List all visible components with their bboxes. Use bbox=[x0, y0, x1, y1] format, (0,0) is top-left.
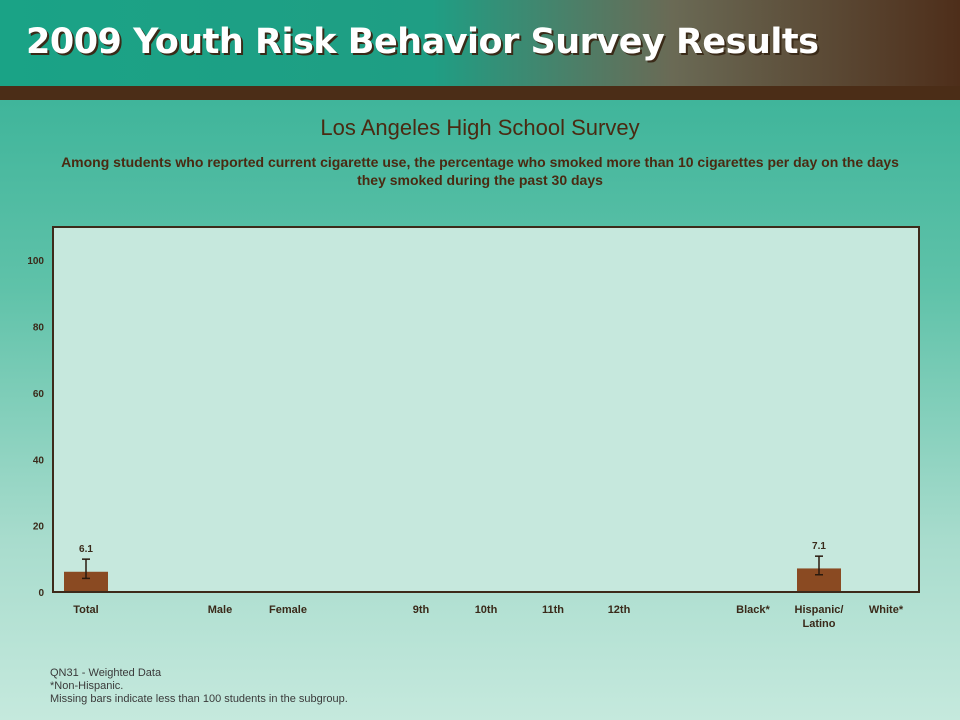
footnote-weighted: QN31 - Weighted Data bbox=[50, 667, 162, 679]
plot-area bbox=[52, 226, 920, 593]
header-divider bbox=[0, 86, 960, 100]
y-tick-label: 60 bbox=[33, 389, 45, 400]
bar bbox=[797, 568, 841, 591]
x-tick-label: Black* bbox=[736, 604, 770, 616]
y-tick-label: 0 bbox=[38, 588, 44, 599]
header-banner: 2009 Youth Risk Behavior Survey Results bbox=[0, 0, 960, 86]
bar bbox=[64, 571, 108, 591]
chart-title: Los Angeles High School Survey bbox=[320, 115, 640, 140]
x-tick-label: Hispanic/ bbox=[795, 604, 844, 616]
y-tick-label: 20 bbox=[33, 522, 45, 533]
x-tick-label: Female bbox=[269, 604, 307, 616]
x-tick-label: 12th bbox=[608, 604, 631, 616]
x-tick-label: Male bbox=[208, 604, 232, 616]
y-tick-label: 80 bbox=[33, 323, 45, 334]
x-tick-label: 10th bbox=[475, 604, 498, 616]
data-label: 7.1 bbox=[812, 541, 826, 552]
y-tick-label: 40 bbox=[33, 455, 45, 466]
x-tick-label: 9th bbox=[413, 604, 430, 616]
x-tick-label: 11th bbox=[542, 604, 564, 616]
footnote-non-hispanic: *Non-Hispanic. bbox=[50, 680, 124, 692]
footnotes: QN31 - Weighted Data *Non-Hispanic. Miss… bbox=[50, 667, 348, 706]
x-tick-label: White* bbox=[869, 604, 904, 616]
footnote-missing-bars: Missing bars indicate less than 100 stud… bbox=[50, 693, 348, 705]
page-title: 2009 Youth Risk Behavior Survey Results bbox=[26, 22, 819, 62]
data-label: 6.1 bbox=[79, 544, 93, 555]
chart-subtitle: Among students who reported current ciga… bbox=[61, 154, 899, 188]
x-tick-label: Latino bbox=[803, 618, 836, 630]
x-tick-label: Total bbox=[73, 604, 98, 616]
y-tick-label: 100 bbox=[27, 256, 44, 267]
